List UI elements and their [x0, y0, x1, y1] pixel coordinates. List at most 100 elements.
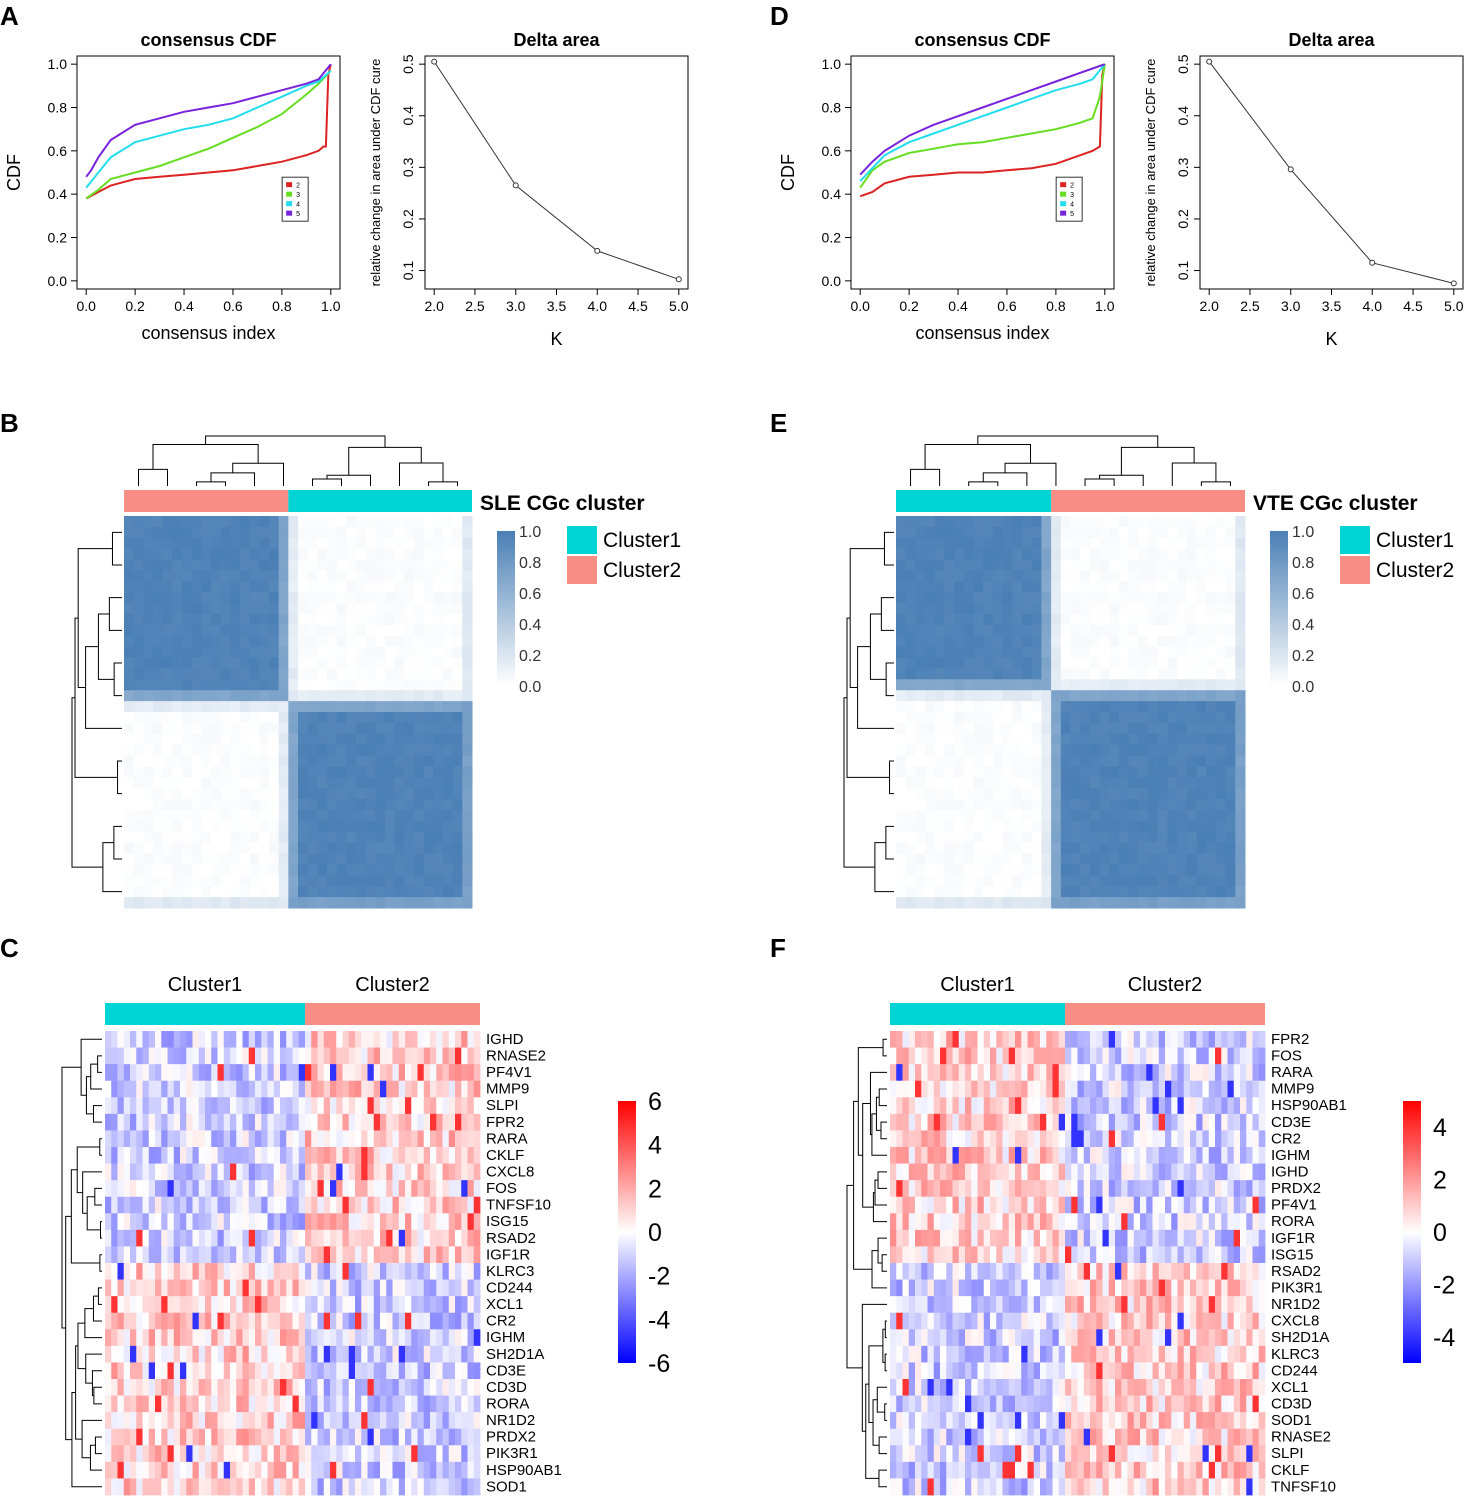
matrix-cell: [1052, 1097, 1060, 1115]
matrix-cell: [992, 875, 1004, 887]
dendrogram-branch: [1200, 481, 1231, 486]
matrix-cell: [236, 1196, 243, 1214]
matrix-cell: [973, 603, 984, 615]
matrix-cell: [236, 1428, 243, 1446]
matrix-cell: [452, 581, 463, 593]
color-scale-bar: [497, 531, 515, 686]
matrix-cell: [1090, 1047, 1097, 1065]
matrix-cell: [404, 853, 415, 865]
matrix-cell: [1083, 1064, 1091, 1082]
matrix-cell: [925, 831, 936, 844]
matrix-cell: [259, 548, 270, 561]
plot-frame: [424, 55, 689, 290]
matrix-cell: [1051, 897, 1062, 909]
matrix-cell: [1008, 1097, 1016, 1115]
matrix-cell: [1080, 690, 1091, 702]
matrix-cell: [375, 853, 386, 865]
matrix-cell: [211, 1147, 218, 1164]
matrix-cell: [1235, 820, 1246, 833]
gene-label: IGHD: [486, 1031, 524, 1048]
matrix-cell: [473, 1461, 481, 1479]
matrix-cell: [205, 1329, 212, 1347]
matrix-cell: [236, 1263, 243, 1280]
matrix-cell: [223, 1312, 231, 1330]
matrix-cell: [191, 831, 202, 844]
matrix-cell: [973, 592, 984, 604]
matrix-cell: [330, 1064, 337, 1082]
matrix-cell: [136, 1279, 143, 1297]
matrix-cell: [442, 1031, 450, 1048]
matrix-cell: [405, 1130, 412, 1148]
matrix-cell: [124, 820, 135, 833]
matrix-cell: [1171, 1031, 1178, 1048]
matrix-cell: [180, 1064, 187, 1082]
matrix-cell: [182, 614, 193, 626]
matrix-cell: [414, 777, 425, 789]
matrix-cell: [1190, 1130, 1197, 1148]
matrix-cell: [436, 1097, 443, 1115]
matrix-cell: [983, 559, 994, 571]
matrix-cell: [934, 537, 945, 550]
matrix-cell: [973, 788, 984, 800]
matrix-cell: [223, 1047, 231, 1065]
matrix-cell: [173, 1279, 181, 1297]
matrix-cell: [1099, 799, 1110, 811]
matrix-cell: [211, 1445, 218, 1463]
matrix-cell: [167, 1031, 175, 1048]
matrix-cell: [1225, 559, 1236, 571]
column-dendrogram: [138, 435, 458, 486]
matrix-cell: [934, 766, 945, 778]
matrix-cell: [172, 864, 183, 876]
matrix-cell: [269, 799, 280, 811]
matrix-cell: [311, 1130, 318, 1148]
matrix-cell: [992, 526, 1004, 539]
matrix-cell: [452, 733, 463, 746]
matrix-cell: [1031, 755, 1042, 767]
matrix-cell: [172, 635, 183, 648]
matrix-cell: [1206, 516, 1217, 528]
matrix-cell: [153, 614, 164, 626]
matrix-cell: [417, 1329, 425, 1347]
matrix-cell: [261, 1147, 268, 1164]
matrix-cell: [161, 1461, 168, 1479]
matrix-cell: [356, 690, 367, 702]
matrix-cell: [1196, 646, 1207, 659]
matrix-cell: [958, 1047, 966, 1065]
matrix-cell: [1002, 559, 1013, 571]
matrix-cell: [925, 603, 936, 615]
matrix-cell: [398, 1196, 406, 1214]
matrix-cell: [205, 1047, 212, 1065]
matrix-cell: [442, 1379, 450, 1396]
matrix-cell: [230, 548, 241, 561]
matrix-cell: [1138, 635, 1149, 648]
matrix-cell: [273, 1229, 281, 1247]
matrix-cell: [240, 690, 251, 702]
matrix-cell: [1177, 744, 1188, 757]
matrix-cell: [1215, 799, 1227, 811]
matrix-cell: [211, 635, 222, 648]
matrix-cell: [1148, 886, 1159, 898]
matrix-cell: [940, 1080, 947, 1098]
matrix-cell: [1157, 668, 1168, 680]
dendrogram-branch: [885, 825, 894, 860]
matrix-cell: [1089, 559, 1101, 571]
matrix-cell: [223, 1246, 231, 1264]
matrix-cell: [392, 1031, 400, 1048]
matrix-cell: [373, 1147, 381, 1164]
matrix-cell: [288, 777, 299, 789]
matrix-cell: [467, 1031, 475, 1048]
matrix-cell: [143, 646, 154, 659]
matrix-cell: [330, 1478, 337, 1496]
matrix-cell: [342, 1113, 350, 1131]
matrix-cell: [261, 1080, 268, 1098]
matrix-cell: [423, 1329, 431, 1347]
matrix-cell: [1246, 1097, 1253, 1115]
matrix-cell: [1235, 548, 1246, 561]
matrix-cell: [286, 1428, 293, 1446]
matrix-cell: [462, 614, 473, 626]
matrix-cell: [220, 853, 231, 865]
matrix-cell: [142, 1047, 150, 1065]
matrix-cell: [269, 668, 280, 680]
matrix-cell: [211, 712, 222, 724]
scale-tick-label: 0.6: [519, 586, 541, 603]
